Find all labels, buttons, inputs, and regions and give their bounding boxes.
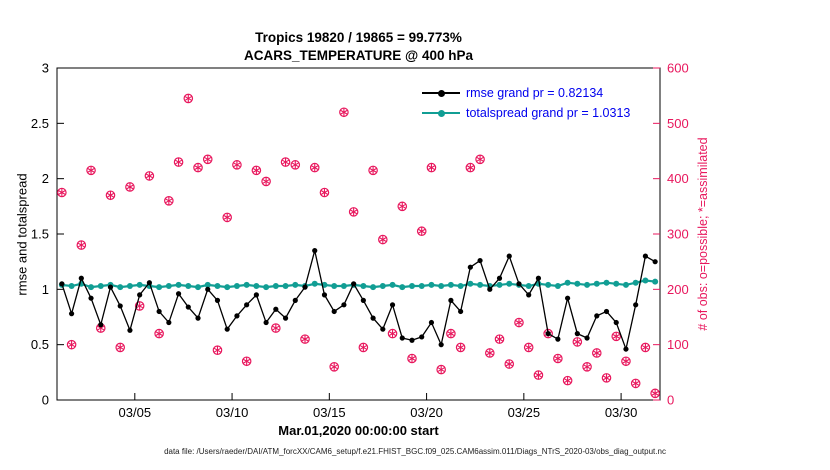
svg-text:400: 400 (667, 171, 689, 186)
svg-text:03/30: 03/30 (605, 405, 638, 420)
svg-text:1: 1 (42, 282, 49, 297)
legend-label-totalspread: totalspread grand pr = 1.0313 (466, 106, 631, 120)
svg-text:03/05: 03/05 (119, 405, 152, 420)
data-file-caption: data file: /Users/raeder/DAI/ATM_forcXX/… (164, 447, 666, 456)
svg-text:3: 3 (42, 61, 49, 76)
svg-text:100: 100 (667, 337, 689, 352)
svg-text:300: 300 (667, 227, 689, 242)
x-axis-label: Mar.01,2020 00:00:00 start (278, 423, 439, 438)
svg-text:1.5: 1.5 (31, 227, 49, 242)
svg-text:03/20: 03/20 (410, 405, 443, 420)
chart-title-line2: ACARS_TEMPERATURE @ 400 hPa (244, 48, 473, 63)
y-axis-label-left: rmse and totalspread (14, 173, 30, 296)
svg-text:0: 0 (667, 393, 674, 408)
legend: rmse grand pr = 0.82134 totalspread gran… (416, 80, 637, 126)
svg-text:03/15: 03/15 (313, 405, 346, 420)
chart-title-line1: Tropics 19820 / 19865 = 99.773% (255, 30, 462, 45)
svg-text:03/25: 03/25 (508, 405, 541, 420)
legend-item-rmse: rmse grand pr = 0.82134 (422, 83, 630, 103)
y-axis-label-right: # of obs: o=possible; *=assimilated (696, 137, 710, 331)
svg-text:0: 0 (42, 393, 49, 408)
svg-text:200: 200 (667, 282, 689, 297)
svg-text:600: 600 (667, 61, 689, 76)
svg-text:0.5: 0.5 (31, 337, 49, 352)
legend-item-totalspread: totalspread grand pr = 1.0313 (422, 103, 630, 123)
svg-text:2: 2 (42, 171, 49, 186)
svg-text:500: 500 (667, 116, 689, 131)
legend-label-rmse: rmse grand pr = 0.82134 (466, 86, 604, 100)
svg-text:03/10: 03/10 (216, 405, 249, 420)
totalspread-line-marker-icon (422, 107, 460, 119)
rmse-line-marker-icon (422, 87, 460, 99)
svg-text:2.5: 2.5 (31, 116, 49, 131)
